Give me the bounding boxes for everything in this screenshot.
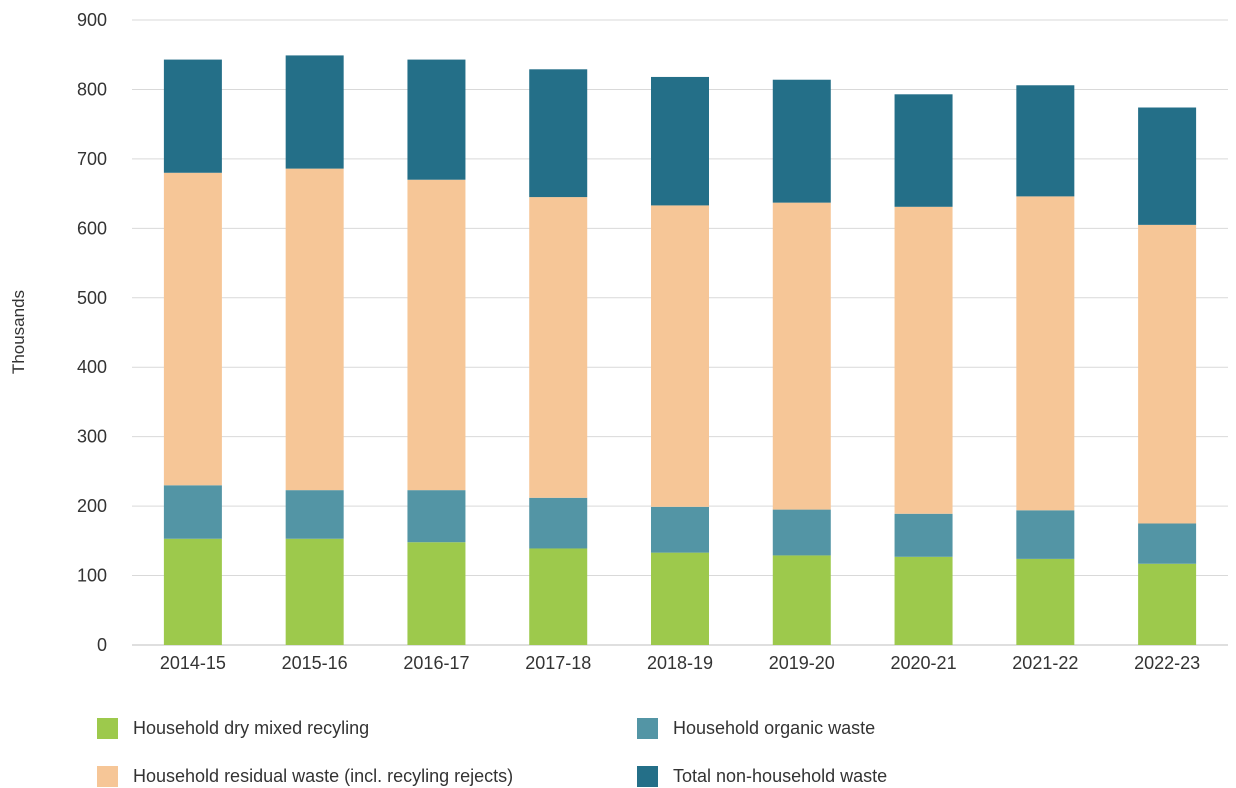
bar-segment <box>285 490 344 539</box>
y-tick-label: 300 <box>77 427 107 447</box>
y-tick-label: 800 <box>77 79 107 99</box>
bar-segment <box>163 59 222 173</box>
bars <box>163 55 1197 645</box>
bar-segment <box>1138 107 1197 225</box>
bar-segment <box>1016 510 1075 559</box>
bar-segment <box>651 506 709 553</box>
x-tick-label: 2014-15 <box>160 653 226 673</box>
bar-segment <box>1016 558 1075 645</box>
y-tick-label: 0 <box>97 635 107 655</box>
bar-segment <box>407 542 466 645</box>
bar-segment <box>894 513 953 557</box>
x-tick-label: 2017-18 <box>525 653 591 673</box>
bar-segment <box>285 168 344 491</box>
bar-segment <box>651 76 709 206</box>
y-tick-label: 700 <box>77 149 107 169</box>
bar-segment <box>163 538 222 645</box>
y-axis-ticks: 0 100 200 300 400 500 600 700 800 900 <box>77 10 107 655</box>
bar-segment <box>651 205 709 507</box>
bar-segment <box>772 509 831 556</box>
x-axis-ticks: 2014-15 2015-16 2016-17 2017-18 2018-19 2019-… <box>160 653 1200 673</box>
bar-segment <box>407 490 466 543</box>
y-tick-label: 600 <box>77 218 107 238</box>
bar-segment <box>1138 523 1197 564</box>
bar-segment <box>1138 563 1197 645</box>
bar-segment <box>1016 85 1075 197</box>
bar-segment <box>529 197 588 498</box>
bar-segment <box>894 556 953 645</box>
bar-segment <box>772 555 831 645</box>
x-tick-label: 2016-17 <box>403 653 469 673</box>
x-tick-label: 2021-22 <box>1012 653 1078 673</box>
x-tick-label: 2018-19 <box>647 653 713 673</box>
bar-segment <box>651 552 709 645</box>
y-tick-label: 400 <box>77 357 107 377</box>
bar-segment <box>407 59 466 180</box>
y-tick-label: 200 <box>77 496 107 516</box>
bar-segment <box>772 202 831 510</box>
bar-segment <box>529 548 588 645</box>
bar-segment <box>1138 224 1197 524</box>
x-tick-label: 2022-23 <box>1134 653 1200 673</box>
bar-segment <box>285 55 344 169</box>
y-axis-label: Thousands <box>9 290 28 374</box>
bar-segment <box>407 179 466 491</box>
bar-segment <box>163 172 222 486</box>
x-tick-label: 2019-20 <box>769 653 835 673</box>
bar-segment <box>772 79 831 203</box>
bar-segment <box>529 69 588 198</box>
x-tick-label: 2015-16 <box>282 653 348 673</box>
bar-segment <box>894 94 953 207</box>
y-tick-label: 100 <box>77 566 107 586</box>
bar-segment <box>1016 196 1075 511</box>
bar-segment <box>894 206 953 514</box>
y-tick-label: 900 <box>77 10 107 30</box>
x-tick-label: 2020-21 <box>891 653 957 673</box>
bar-segment <box>163 485 222 539</box>
bar-segment <box>285 538 344 645</box>
bar-segment <box>529 497 588 549</box>
y-tick-label: 500 <box>77 288 107 308</box>
